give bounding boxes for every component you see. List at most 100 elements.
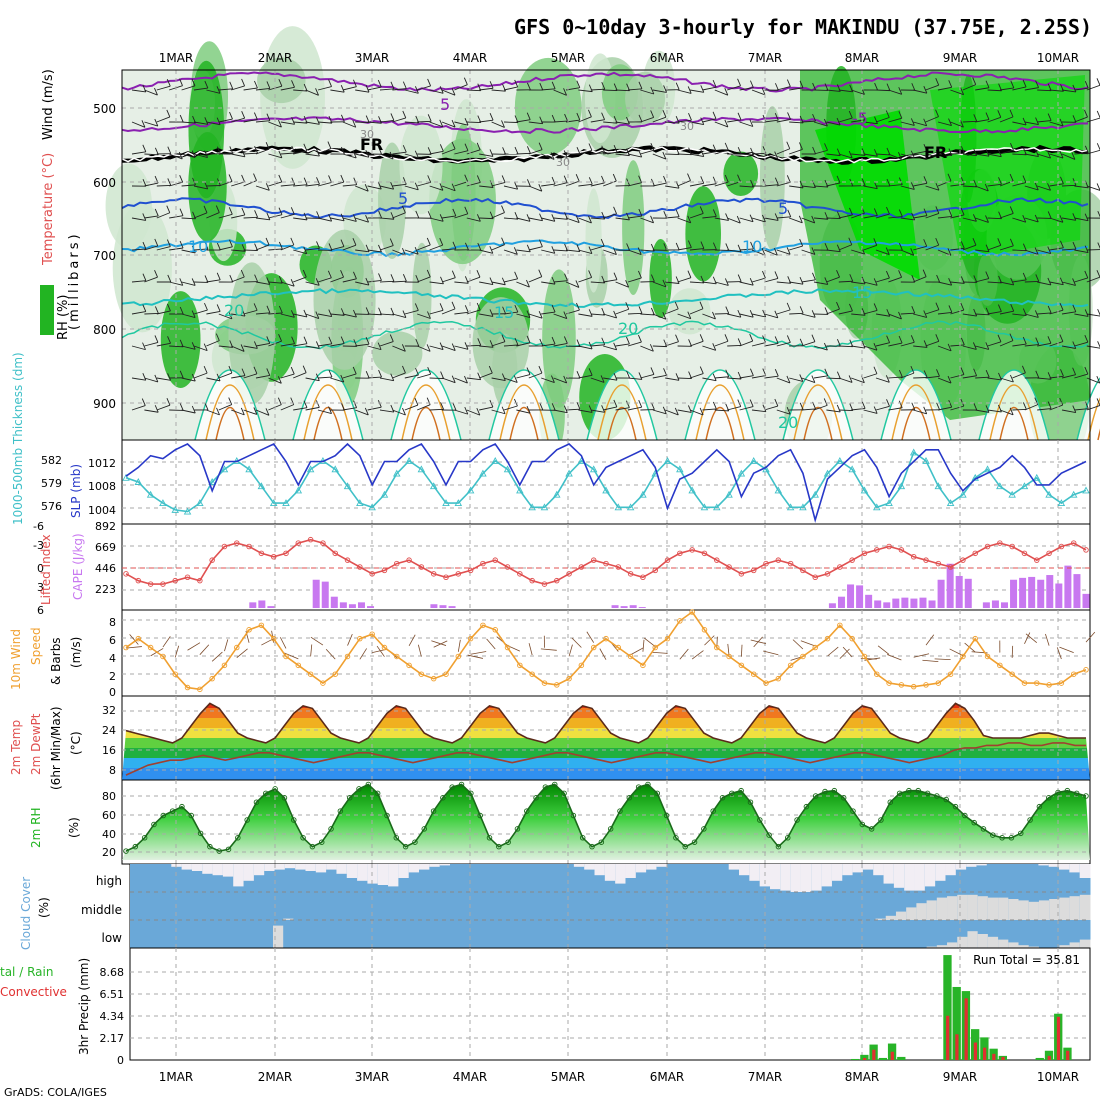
wind-barb [255, 312, 270, 315]
wind-barb-flag [179, 208, 184, 216]
wind-barb-flag [315, 341, 320, 349]
wind-barb [255, 281, 270, 285]
wind-barb-flag [948, 118, 952, 126]
wind-barb-flag [254, 274, 259, 282]
wind-barb-flag [948, 278, 953, 286]
cloud-cell-clear [1059, 864, 1070, 870]
cape-frame [121, 523, 1091, 611]
date-label-top: 10MAR [1037, 51, 1079, 65]
wind-barb-flag [699, 366, 704, 374]
cloud-cell-fill [1059, 897, 1071, 920]
date-label-top: 1MAR [159, 51, 194, 65]
wind-barb-flag [166, 109, 171, 118]
wind-barb [429, 345, 444, 351]
cloud-cell [677, 864, 688, 892]
wind-barb-flag [191, 78, 196, 87]
wind-barb-flag [216, 304, 221, 312]
cloud-cell [824, 920, 836, 948]
wind-barb-flag [415, 274, 420, 283]
wind-barb-flag [265, 183, 270, 191]
wind-barb-flag [674, 301, 679, 310]
wind-barb-flag [452, 208, 457, 217]
wind-barb-flag [1059, 150, 1064, 159]
cloud-cell [140, 892, 151, 920]
wind-barb-flag [873, 238, 878, 246]
wind-barb [937, 86, 952, 91]
cloud-cell [283, 892, 294, 920]
wind-barb [702, 345, 716, 351]
thickness-line-point [1045, 490, 1053, 498]
lifted-index-line-point [652, 567, 658, 574]
wind-barb-10m [1059, 646, 1074, 653]
wind-barb [218, 313, 233, 320]
wind-barb-flag [1047, 305, 1052, 314]
cloud-cell [584, 864, 596, 892]
wind-barb [392, 212, 406, 219]
cloud-cell [160, 892, 172, 920]
rh-line-point [356, 786, 362, 792]
wind-barb-flag [179, 278, 184, 286]
wind-barb [950, 405, 964, 411]
rh-patch [685, 186, 721, 282]
wind-barb-flag [303, 177, 308, 185]
wind-barb [441, 121, 456, 128]
wind-barb [677, 247, 692, 251]
date-label-top: 5MAR [551, 51, 586, 65]
wind-barb-flag [191, 150, 196, 158]
lifted-index-line-point [1034, 557, 1040, 563]
wind-barb [181, 409, 196, 414]
wind-barb [528, 149, 543, 155]
wind-barb-flag [303, 309, 308, 318]
wind-barb-flag [179, 240, 184, 249]
contour-25 [205, 384, 255, 441]
wind-barb-flag [1072, 405, 1077, 413]
cloud-cell [456, 892, 468, 920]
cloud-cell [507, 920, 519, 948]
cloud-cell [487, 920, 499, 948]
cloud-cell [150, 920, 162, 948]
wind-barb [342, 86, 357, 91]
wind-barb-flag [786, 335, 791, 343]
wind-barb-flag [675, 209, 680, 217]
wind-barb-flag [985, 271, 990, 279]
temperature-series [125, 702, 1086, 776]
cloud-cell [947, 920, 958, 948]
contour-label: 5 [440, 95, 450, 114]
cape-bar [430, 604, 438, 608]
rh-line-point [710, 808, 716, 814]
wind-barb [1061, 281, 1076, 286]
wind-barb [838, 153, 853, 159]
wind-barb-flag [923, 144, 928, 152]
wind-barb-flag [1022, 215, 1027, 223]
cape-bar [448, 606, 456, 608]
cloud-cell [548, 920, 560, 948]
lifted-index-line-point [246, 543, 252, 550]
thickness-line-point [762, 465, 770, 473]
thickness-line-point [466, 486, 475, 494]
cloud-cell [763, 920, 774, 948]
wind-barb [1061, 153, 1076, 160]
lifted-index-line-point [258, 550, 265, 557]
lifted-index-line-point [455, 571, 462, 577]
wind-barb [1024, 217, 1039, 223]
cloud-cell [1018, 920, 1030, 948]
wind-barb-flag [1047, 150, 1051, 159]
wind-speed-line-point [898, 682, 905, 688]
wind-barb [243, 119, 258, 123]
wind-barb-flag [923, 118, 928, 126]
wind-barb-flag [960, 146, 965, 154]
wind-barb-flag [1047, 336, 1052, 344]
cloud-cell-fill [998, 939, 1009, 948]
cloud-cell-fill [987, 936, 999, 948]
lifted-index-line-point [824, 571, 831, 577]
wind-barb-flag [886, 335, 891, 343]
contour-25 [793, 384, 843, 441]
cloud-cell [873, 864, 885, 892]
cape-bar [267, 606, 275, 608]
wind-barb-flag [278, 150, 283, 159]
rh-line-point [654, 790, 661, 797]
cloud-cell [477, 892, 488, 920]
thickness-line-point [220, 465, 229, 473]
wind-barb [999, 409, 1014, 416]
wind-barb-flag [1009, 173, 1014, 182]
